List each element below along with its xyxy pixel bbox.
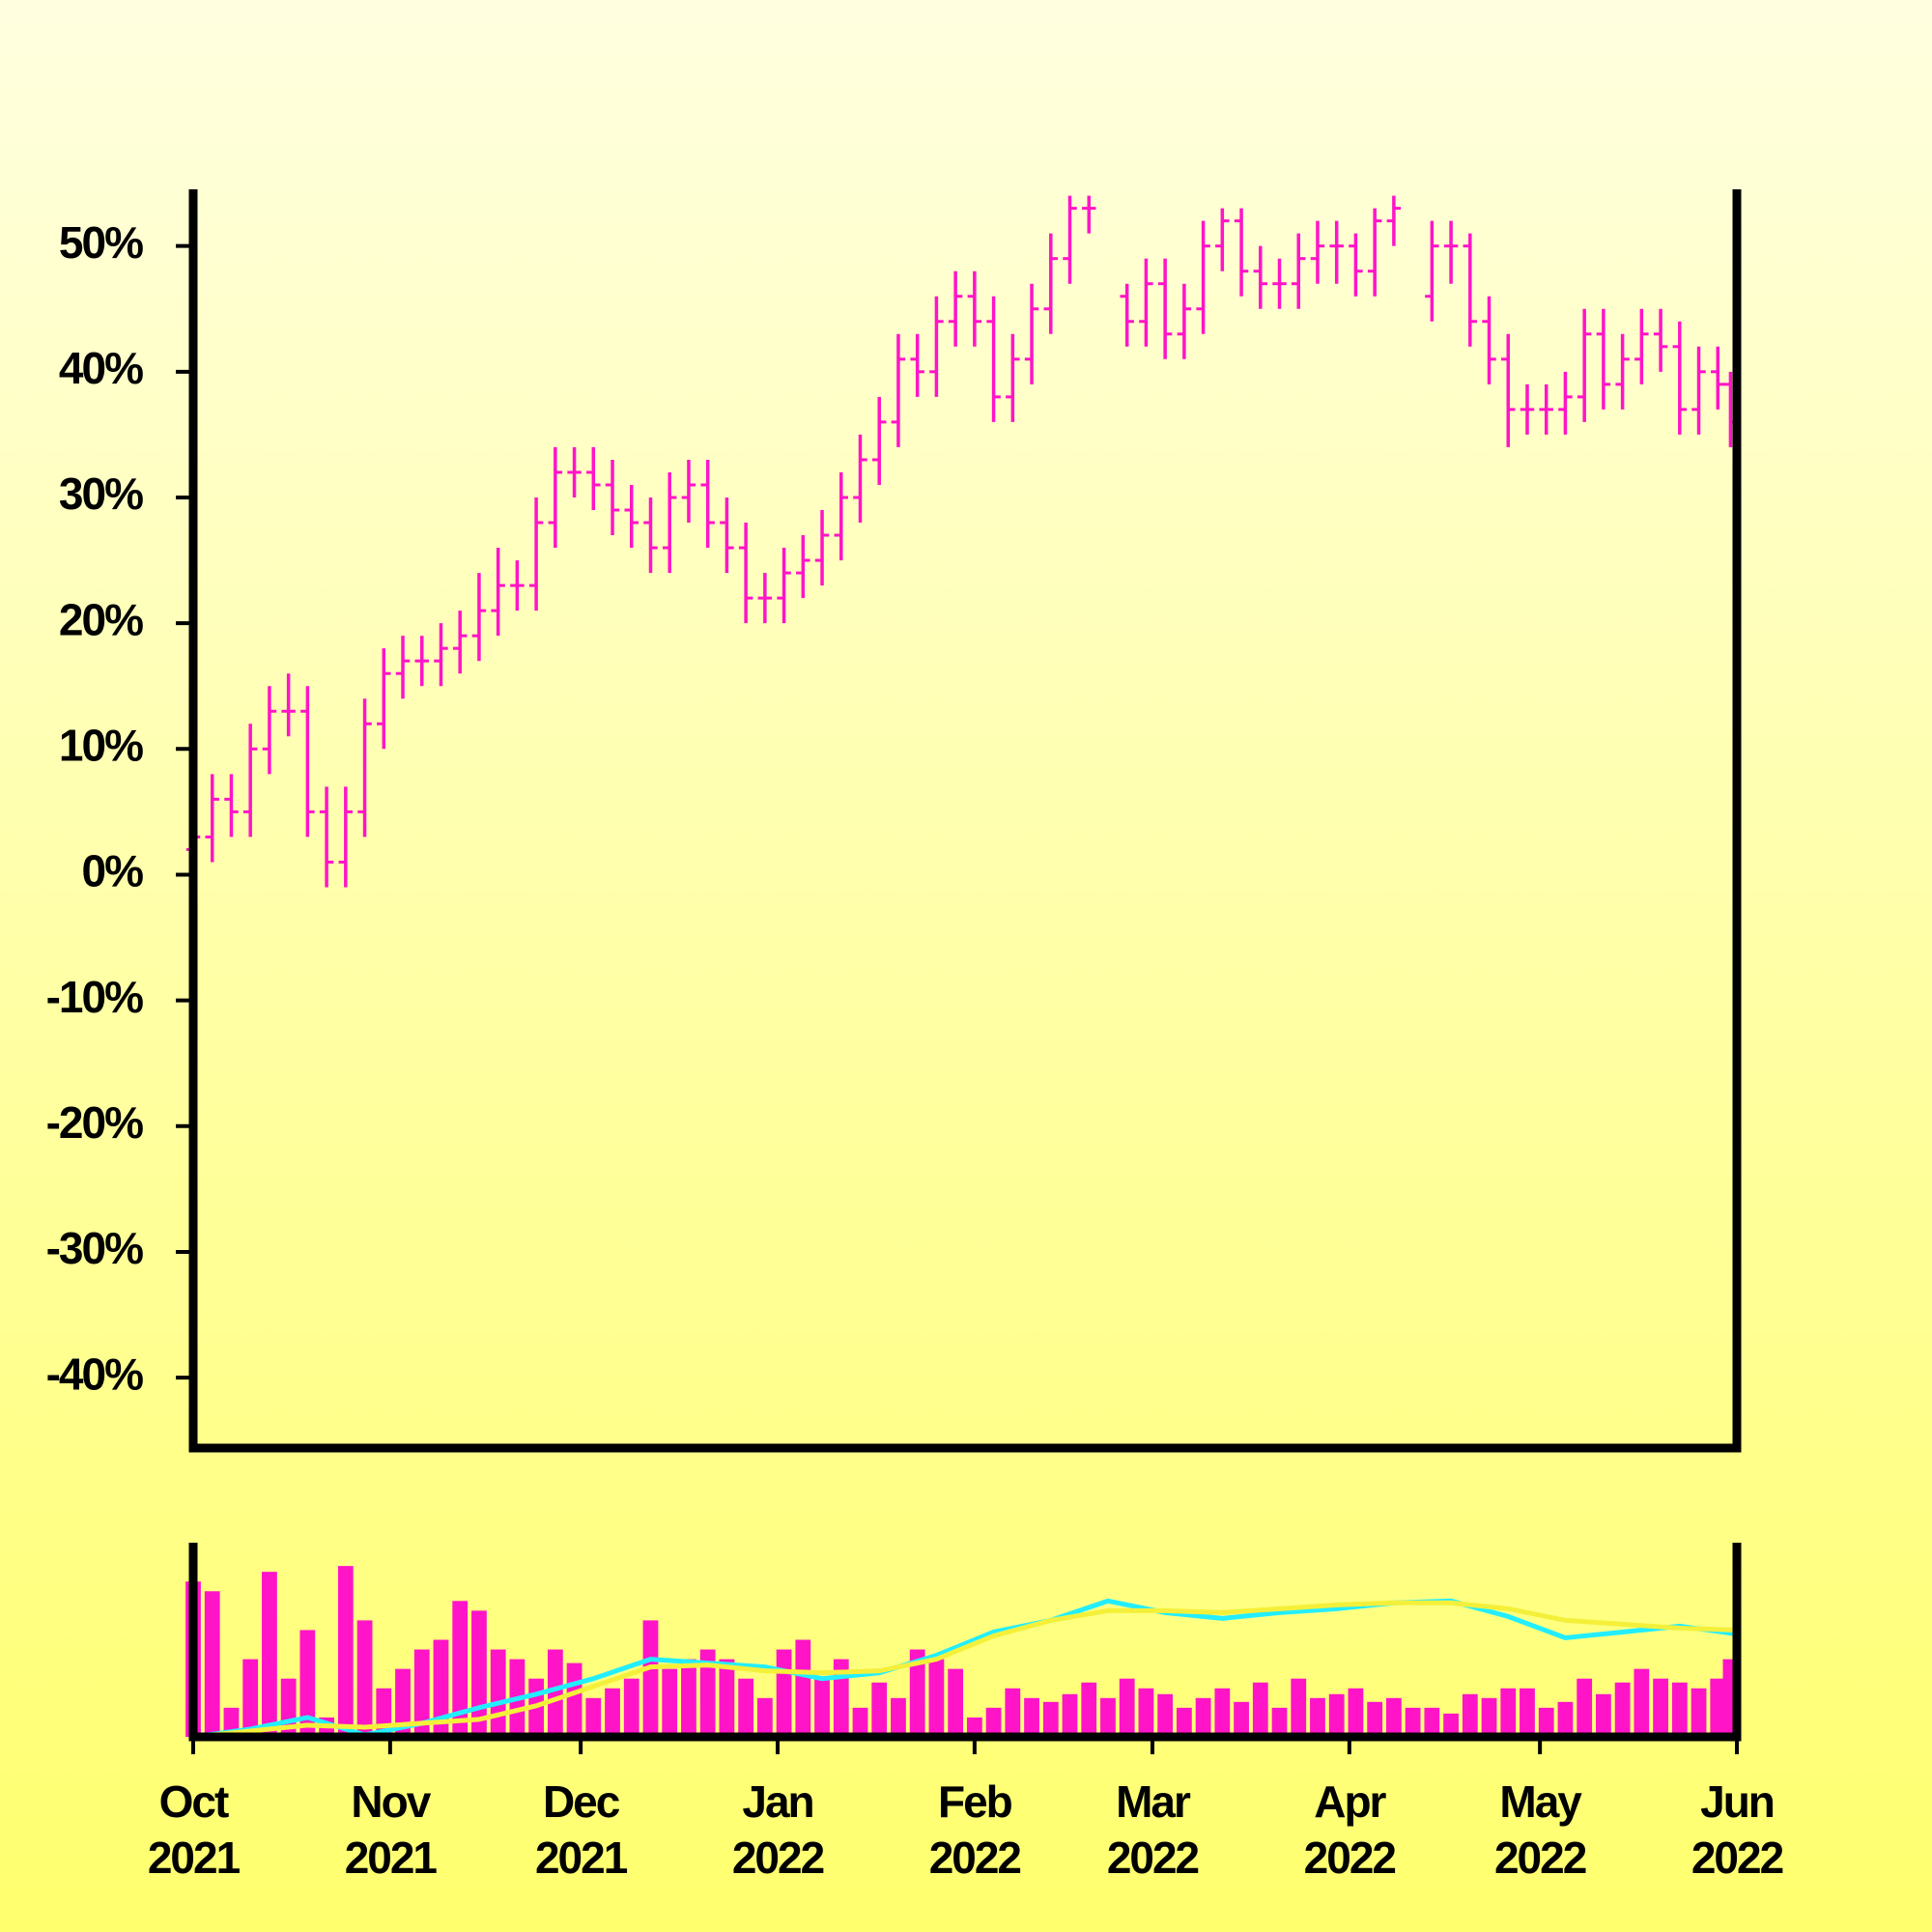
- volume-bar: [642, 1620, 659, 1737]
- volume-bar: [756, 1697, 773, 1737]
- x-tick-label: May 2022: [1493, 1776, 1587, 1883]
- x-tick-label: Jan 2022: [731, 1776, 825, 1883]
- volume-bar: [699, 1649, 716, 1737]
- volume-bar: [1557, 1701, 1574, 1737]
- volume-bar: [1348, 1688, 1364, 1737]
- volume-bar: [1596, 1693, 1611, 1737]
- volume-bar: [413, 1649, 430, 1737]
- x-tick-label: Mar 2022: [1106, 1776, 1200, 1883]
- volume-bar: [871, 1682, 888, 1737]
- volume-bar: [1462, 1693, 1478, 1737]
- volume-bar: [1119, 1678, 1135, 1737]
- volume-bar: [490, 1649, 506, 1737]
- volume-bar: [1367, 1701, 1383, 1737]
- y-tick-label: 30%: [59, 469, 143, 519]
- volume-bar: [719, 1659, 735, 1737]
- volume-bar: [1234, 1701, 1249, 1737]
- volume-bar: [928, 1659, 945, 1737]
- volume-bar: [891, 1697, 906, 1737]
- volume-bar: [356, 1620, 373, 1737]
- volume-bar: [776, 1649, 792, 1737]
- volume-bar: [1042, 1701, 1059, 1737]
- volume-bar: [985, 1707, 1002, 1737]
- volume-bar: [1653, 1678, 1668, 1737]
- y-tick-label: -30%: [46, 1223, 143, 1273]
- volume-bar: [662, 1668, 678, 1737]
- volume-bar: [1310, 1697, 1325, 1737]
- y-tick-label: -10%: [46, 972, 143, 1022]
- moving-average-line: [192, 1600, 1738, 1740]
- volume-bar: [681, 1659, 696, 1737]
- volume-bar: [1443, 1713, 1459, 1737]
- volume-bar: [1481, 1697, 1497, 1737]
- volume-bar: [1176, 1707, 1192, 1737]
- volume-bar: [1671, 1682, 1688, 1737]
- volume-bar: [623, 1678, 639, 1737]
- volume-bar: [1634, 1668, 1650, 1737]
- volume-bar: [1062, 1693, 1078, 1737]
- volume-bar: [1500, 1688, 1517, 1737]
- volume-bar: [1690, 1688, 1707, 1737]
- volume-bar: [1538, 1707, 1554, 1737]
- x-tick-label: Nov 2021: [344, 1776, 438, 1883]
- volume-bar: [1710, 1678, 1726, 1737]
- volume-bar: [242, 1659, 259, 1737]
- volume-bar: [1385, 1697, 1402, 1737]
- axis-frame: [188, 189, 1742, 1453]
- y-tick-label: -20%: [46, 1097, 143, 1148]
- volume-bar: [1328, 1693, 1345, 1737]
- volume-bar: [605, 1688, 620, 1737]
- volume-bar: [585, 1697, 602, 1737]
- x-tick-label: Jun 2022: [1690, 1776, 1784, 1883]
- volume-bar: [814, 1678, 830, 1737]
- volume-bar: [204, 1591, 220, 1737]
- volume-bar: [1100, 1697, 1116, 1737]
- volume-bar: [299, 1630, 316, 1737]
- volume-bar: [1214, 1688, 1231, 1737]
- y-tick-label: 10%: [59, 720, 143, 770]
- volume-bar: [909, 1649, 925, 1737]
- volume-bar: [852, 1707, 868, 1737]
- volume-bar: [1291, 1678, 1307, 1737]
- volume-bar: [566, 1662, 582, 1737]
- y-tick-label: 40%: [59, 343, 143, 393]
- volume-bar: [262, 1572, 277, 1737]
- x-tick-label: Feb 2022: [928, 1776, 1022, 1883]
- x-tick-label: Apr 2022: [1303, 1776, 1397, 1883]
- volume-bar: [452, 1601, 469, 1737]
- volume-bar: [1271, 1707, 1288, 1737]
- volume-bar: [948, 1668, 964, 1737]
- volume-bar: [433, 1639, 449, 1737]
- volume-bar: [1157, 1693, 1174, 1737]
- volume-bar: [1195, 1697, 1211, 1737]
- y-tick-label: 50%: [59, 217, 143, 268]
- x-tick-label: Oct 2021: [147, 1776, 241, 1883]
- x-tick-label: Dec 2021: [534, 1776, 628, 1883]
- y-tick-label: -40%: [46, 1349, 143, 1399]
- volume-bar: [1081, 1682, 1097, 1737]
- y-tick-label: 20%: [59, 594, 143, 644]
- volume-bar: [795, 1639, 811, 1737]
- volume-bar: [1024, 1697, 1039, 1737]
- volume-bar: [1520, 1688, 1535, 1737]
- volume-bar: [1405, 1707, 1421, 1737]
- volume-bar: [1005, 1688, 1021, 1737]
- volume-bar: [966, 1717, 982, 1737]
- volume-bar: [1252, 1682, 1268, 1737]
- volume-bar: [337, 1566, 354, 1737]
- volume-bar: [1424, 1707, 1440, 1737]
- volume-bar: [738, 1678, 754, 1737]
- volume-frame: [188, 1543, 1742, 1742]
- y-tick-label: 0%: [82, 846, 144, 896]
- volume-bar: [1138, 1688, 1154, 1737]
- volume-bar: [1577, 1678, 1593, 1737]
- moving-average-line: [192, 1598, 1738, 1740]
- volume-bar: [547, 1649, 563, 1737]
- volume-bar: [1614, 1682, 1631, 1737]
- volume-bar: [395, 1668, 411, 1737]
